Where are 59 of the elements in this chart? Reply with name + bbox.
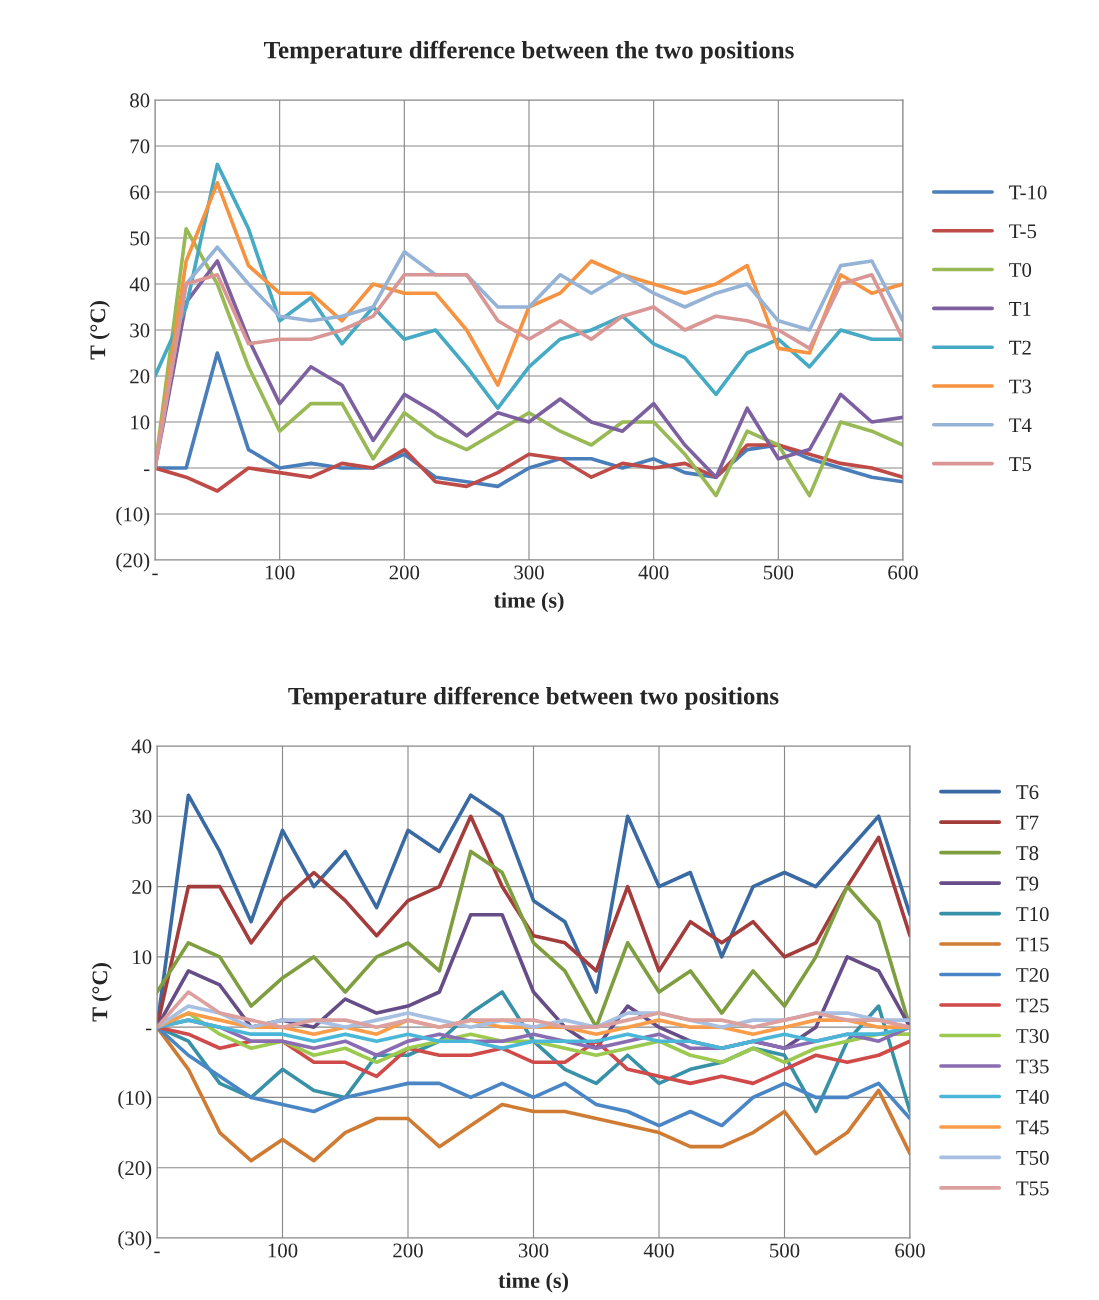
legend-label: T40	[1016, 1089, 1049, 1104]
y-tick-label: 40	[131, 739, 152, 754]
x-tick-label: 400	[643, 1243, 674, 1258]
legend-label: T2	[1009, 340, 1031, 355]
legend-label: T0	[1009, 263, 1032, 278]
legend-label: T1	[1009, 301, 1031, 316]
y-tick-label: -	[145, 1028, 152, 1031]
y-tick-label: (10)	[116, 506, 150, 526]
x-tick-label: 300	[518, 1243, 549, 1258]
x-tick-label: 600	[895, 1243, 925, 1258]
y-tick-label: 30	[132, 809, 152, 824]
x-tick-label: 600	[888, 565, 918, 580]
x-tick-label: 100	[268, 1243, 298, 1258]
y-tick-label: (10)	[118, 1090, 152, 1110]
legend-label: T45	[1016, 1120, 1049, 1135]
chart-title: Temperature difference between two positions	[288, 686, 779, 710]
x-tick-label: 100	[265, 565, 295, 580]
legend-label: T9	[1016, 876, 1039, 891]
legend-label: T20	[1016, 967, 1049, 983]
y-tick-label: 80	[130, 93, 150, 108]
y-tick-label: 60	[130, 185, 150, 200]
legend-label: T7	[1016, 815, 1039, 830]
x-tick-label: 500	[770, 1243, 800, 1258]
legend-label: T15	[1016, 937, 1049, 952]
y-tick-label: 10	[133, 950, 152, 965]
x-axis-title: time (s)	[493, 592, 564, 613]
y-tick-label: 30	[130, 323, 150, 338]
legend-label: T30	[1016, 1028, 1049, 1043]
y-tick-label: (20)	[118, 1160, 152, 1180]
y-tick-label: 20	[130, 369, 150, 384]
x-tick-label: 200	[389, 565, 420, 580]
y-tick-label: 40	[129, 277, 150, 292]
legend-label: T6	[1016, 785, 1039, 800]
legend-label: T-10	[1009, 185, 1047, 200]
legend-label: T10	[1016, 907, 1049, 922]
x-tick-label: 300	[514, 565, 544, 580]
legend-label: T50	[1016, 1150, 1049, 1165]
x-tick-label: 200	[393, 1243, 423, 1258]
legend-label: T3	[1009, 379, 1032, 394]
y-tick-label: (20)	[116, 552, 150, 572]
legend-label: T25	[1016, 998, 1049, 1013]
x-axis-title: time (s)	[498, 1272, 568, 1293]
y-tick-label: 50	[130, 231, 150, 246]
y-tick-label: -	[143, 469, 150, 472]
legend-label: T55	[1016, 1181, 1049, 1196]
y-axis-title: T (°C)	[91, 963, 112, 1022]
y-tick-label: 10	[131, 415, 150, 430]
chart-title: Temperature difference between the two positions	[264, 40, 794, 64]
x-tick-label: 500	[763, 565, 794, 580]
legend-label: T8	[1016, 846, 1039, 861]
y-axis-title: T (°C)	[89, 301, 110, 360]
x-tick-label: 400	[638, 565, 669, 580]
legend-label: T-5	[1009, 224, 1037, 239]
y-tick-label: 20	[132, 879, 152, 894]
legend-label: T5	[1009, 457, 1032, 472]
y-tick-label: 70	[130, 139, 150, 154]
legend-label: T35	[1016, 1059, 1049, 1074]
y-tick-label: (30)	[118, 1230, 152, 1250]
legend-label: T4	[1009, 418, 1032, 433]
